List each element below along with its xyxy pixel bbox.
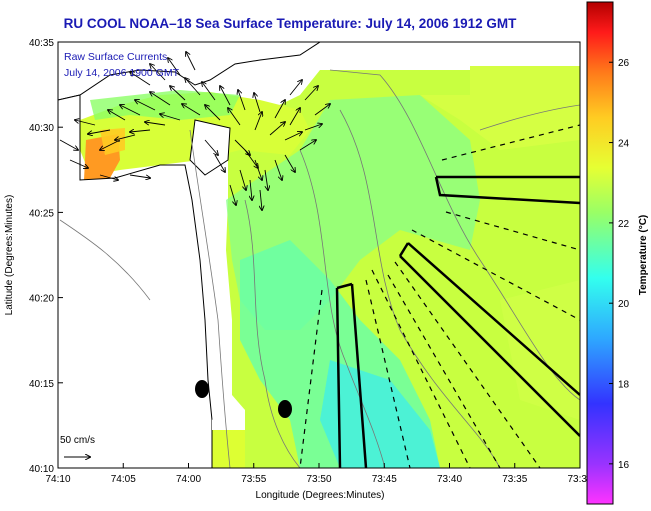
colorbar-tick-label: 20 [618,299,630,310]
colorbar [586,1,614,505]
x-tick-label: 74:00 [176,474,201,485]
transect-lines [299,124,580,468]
mooring-marker [278,400,292,418]
y-tick-label: 40:20 [29,294,54,305]
y-tick-label: 40:35 [29,38,54,49]
colorbar-label: Temperature (°C) [638,215,649,296]
y-axis: 40:35 40:30 40:25 40:20 40:15 40:10 [29,38,63,475]
x-axis-label: Longitude (Degrees:Minutes) [256,490,385,501]
currents-timestamp: July 14, 2006 1900 GMT [64,67,180,79]
sst-field [80,66,580,468]
x-tick-label: 73:50 [306,474,331,485]
x-tick-label: 73:55 [241,474,266,485]
map-title: RU COOL NOAA–18 Sea Surface Temperature:… [63,16,517,31]
x-tick-label: 74:05 [111,474,136,485]
x-tick-label: 74:10 [45,474,70,485]
y-tick-label: 40:30 [29,123,54,134]
colorbar-tick-label: 16 [618,460,630,471]
currents-label: Raw Surface Currents [64,51,167,63]
mooring-marker [195,380,209,398]
colorbar-tick-label: 24 [618,139,630,150]
y-tick-label: 40:15 [29,379,54,390]
scale-label: 50 cm/s [60,435,95,446]
x-tick-label: 73:40 [437,474,462,485]
current-vectors [59,52,330,210]
x-tick-label: 73:35 [502,474,527,485]
x-axis: 74:10 74:05 74:00 73:55 73:50 73:45 73:40 73:35… [45,463,593,485]
y-tick-label: 40:10 [29,464,54,475]
x-tick-label: 73:45 [372,474,397,485]
colorbar-ticks: 26 24 22 20 18 16 [609,58,630,471]
x-tick-label: 73:30 [567,474,592,485]
colorbar-tick-label: 22 [618,219,630,230]
colorbar-tick-label: 18 [618,380,630,391]
y-axis-label: Latitude (Degrees:Minutes) [4,195,15,316]
colorbar-tick-label: 26 [618,58,630,69]
y-tick-label: 40:25 [29,208,54,219]
